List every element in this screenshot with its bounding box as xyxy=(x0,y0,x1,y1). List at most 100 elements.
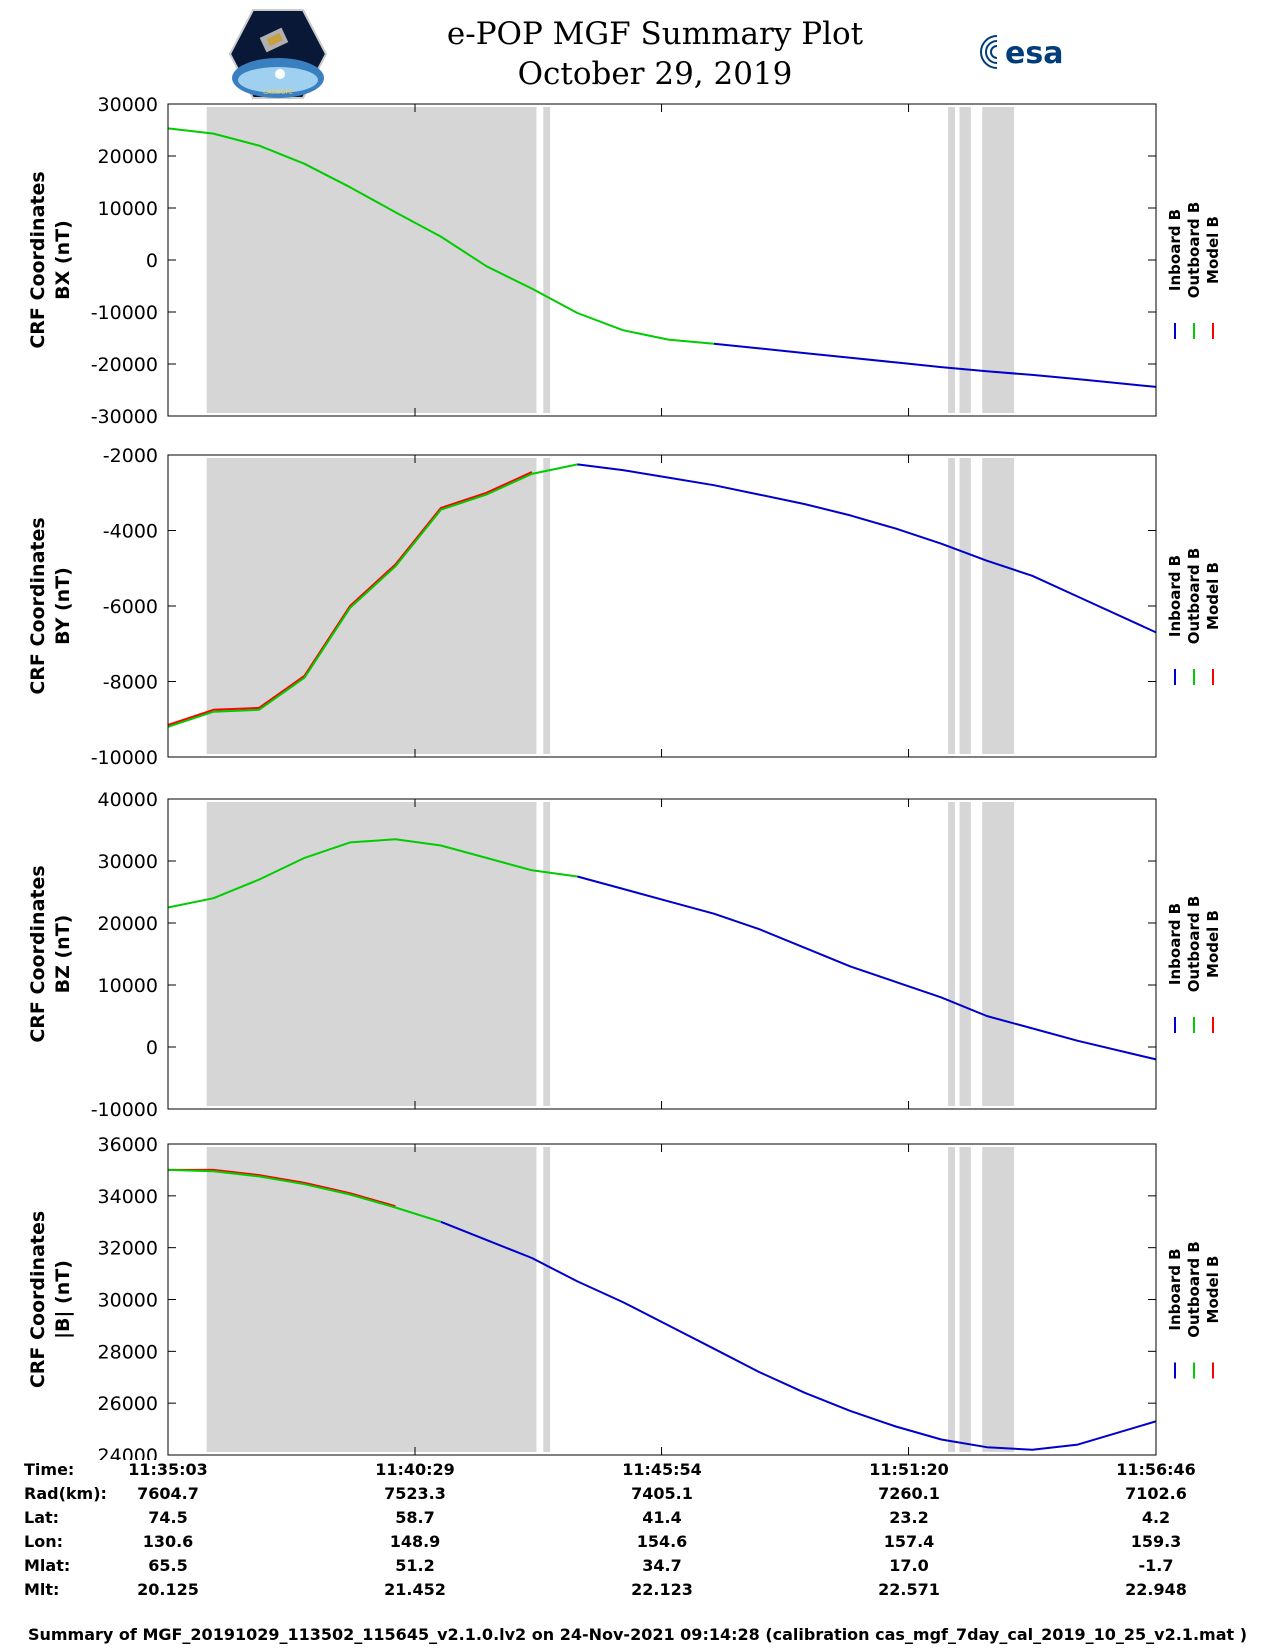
info-cell: 23.2 xyxy=(889,1508,929,1527)
info-cell: 22.571 xyxy=(878,1580,940,1599)
info-cell: 130.6 xyxy=(142,1532,194,1551)
series-line-inboard-b xyxy=(577,875,1157,1061)
plot-title-line2: October 29, 2019 xyxy=(517,56,793,92)
legend-label: Outboard B xyxy=(1185,896,1203,993)
series-line-inboard-b xyxy=(577,463,1157,634)
esa-logo-text: esa xyxy=(1005,36,1063,71)
shaded-interval xyxy=(982,458,1015,754)
shaded-interval xyxy=(206,458,537,754)
shaded-interval xyxy=(982,802,1015,1106)
shaded-interval xyxy=(982,1147,1015,1452)
info-cell: 41.4 xyxy=(642,1508,682,1527)
y-tick-label: -10000 xyxy=(91,302,158,324)
info-cell: 7405.1 xyxy=(631,1484,693,1503)
y-tick-label: -6000 xyxy=(103,596,158,618)
series-line-outboard-b xyxy=(167,838,578,909)
y-tick-label: 28000 xyxy=(98,1341,158,1363)
info-cell: 34.7 xyxy=(642,1556,682,1575)
y-axis-label: CRF Coordinates xyxy=(27,517,49,694)
y-axis-label: BZ (nT) xyxy=(52,915,74,994)
info-label-time: Time: xyxy=(24,1460,75,1479)
y-tick-label: 34000 xyxy=(98,1186,158,1208)
legend-label: Outboard B xyxy=(1185,202,1203,299)
y-tick-label: 40000 xyxy=(98,789,158,811)
cassiope-logo: CASSIOPE xyxy=(228,9,328,99)
info-cell: 11:40:29 xyxy=(375,1460,455,1479)
y-tick-label: 10000 xyxy=(98,198,158,220)
y-tick-label: 30000 xyxy=(98,851,158,873)
y-tick-label: 0 xyxy=(146,250,158,272)
info-label-lat: Lat: xyxy=(24,1508,60,1527)
info-cell: 11:45:54 xyxy=(622,1460,702,1479)
shaded-interval xyxy=(206,802,537,1106)
info-label-radius: Rad(km): xyxy=(24,1484,107,1503)
series-line-inboard-b xyxy=(713,342,1157,388)
plot-title-line1: e-POP MGF Summary Plot xyxy=(446,16,864,52)
info-cell: 22.123 xyxy=(631,1580,693,1599)
info-cell: 74.5 xyxy=(148,1508,188,1527)
info-cell: 4.2 xyxy=(1141,1508,1171,1527)
y-axis-label: BY (nT) xyxy=(52,567,74,645)
legend-label: Model B xyxy=(1204,1256,1222,1324)
legend-label: Model B xyxy=(1204,910,1222,978)
chart-panel-2: -10000 -8000 -6000 -4000 -2000 CRF Coordinate… xyxy=(27,445,1222,769)
y-tick-label: -20000 xyxy=(91,354,158,376)
y-tick-label: 26000 xyxy=(98,1393,158,1415)
legend-label: Outboard B xyxy=(1185,548,1203,645)
y-tick-label: 32000 xyxy=(98,1238,158,1260)
legend-label: Inboard B xyxy=(1166,555,1184,637)
info-cell: 159.3 xyxy=(1130,1532,1182,1551)
shaded-interval xyxy=(959,802,971,1106)
y-tick-label: 10000 xyxy=(98,975,158,997)
y-tick-label: 30000 xyxy=(98,94,158,116)
series-line-model-b xyxy=(168,1168,396,1208)
y-axis-label: CRF Coordinates xyxy=(27,1211,49,1388)
info-label-mlt: Mlt: xyxy=(24,1580,60,1599)
y-tick-label: 0 xyxy=(146,1037,158,1059)
y-axis-label: CRF Coordinates xyxy=(27,171,49,348)
y-tick-label: -30000 xyxy=(91,406,158,428)
esa-logo: esa xyxy=(980,35,1063,71)
legend-label: Inboard B xyxy=(1166,209,1184,291)
series-line-outboard-b xyxy=(167,127,714,345)
y-tick-label: -10000 xyxy=(91,1099,158,1121)
shaded-interval xyxy=(543,107,551,413)
legend-label: Model B xyxy=(1204,562,1222,630)
info-cell: 58.7 xyxy=(395,1508,435,1527)
info-cell: 17.0 xyxy=(889,1556,929,1575)
shaded-interval xyxy=(948,458,955,754)
info-cell: 20.125 xyxy=(137,1580,199,1599)
cassiope-logo-text: CASSIOPE xyxy=(263,89,293,96)
legend-label: Model B xyxy=(1204,216,1222,284)
chart-panel-3: -10000 0 10000 20000 30000 40000 CRF Coordinat… xyxy=(27,789,1222,1121)
y-tick-label: -8000 xyxy=(103,672,158,694)
legend-label: Inboard B xyxy=(1166,1248,1184,1330)
info-cell: 11:35:03 xyxy=(128,1460,208,1479)
info-cell: 11:51:20 xyxy=(869,1460,949,1479)
info-cell: 11:56:46 xyxy=(1116,1460,1196,1479)
y-tick-label: 24000 xyxy=(98,1445,158,1460)
shaded-interval xyxy=(982,107,1015,413)
chart-panel-1: -30000 -20000 -10000 0 10000 20000 30000 CRF Co… xyxy=(27,94,1222,428)
info-cell: 22.948 xyxy=(1125,1580,1187,1599)
legend-label: Inboard B xyxy=(1166,903,1184,985)
shaded-interval xyxy=(959,107,971,413)
series-line-outboard-b xyxy=(167,463,578,728)
info-cell: 148.9 xyxy=(389,1532,441,1551)
shaded-interval xyxy=(543,1147,551,1452)
y-tick-label: -10000 xyxy=(91,747,158,769)
info-cell: 154.6 xyxy=(636,1532,688,1551)
y-tick-label: 20000 xyxy=(98,913,158,935)
info-cell: 7523.3 xyxy=(384,1484,446,1503)
y-tick-label: 20000 xyxy=(98,146,158,168)
series-line-inboard-b xyxy=(440,1220,1157,1451)
info-cell: 7604.7 xyxy=(137,1484,199,1503)
shaded-interval xyxy=(959,458,971,754)
shaded-interval xyxy=(206,1147,537,1452)
y-tick-label: 36000 xyxy=(98,1134,158,1156)
series-line-model-b xyxy=(167,471,533,726)
shaded-interval xyxy=(948,107,955,413)
shaded-interval xyxy=(948,802,955,1106)
y-axis-label: |B| (nT) xyxy=(52,1260,74,1339)
orbit-info-table: Time: Rad(km): Lat: Lon: Mlat: Mlt: 11:3… xyxy=(0,1460,1275,1630)
